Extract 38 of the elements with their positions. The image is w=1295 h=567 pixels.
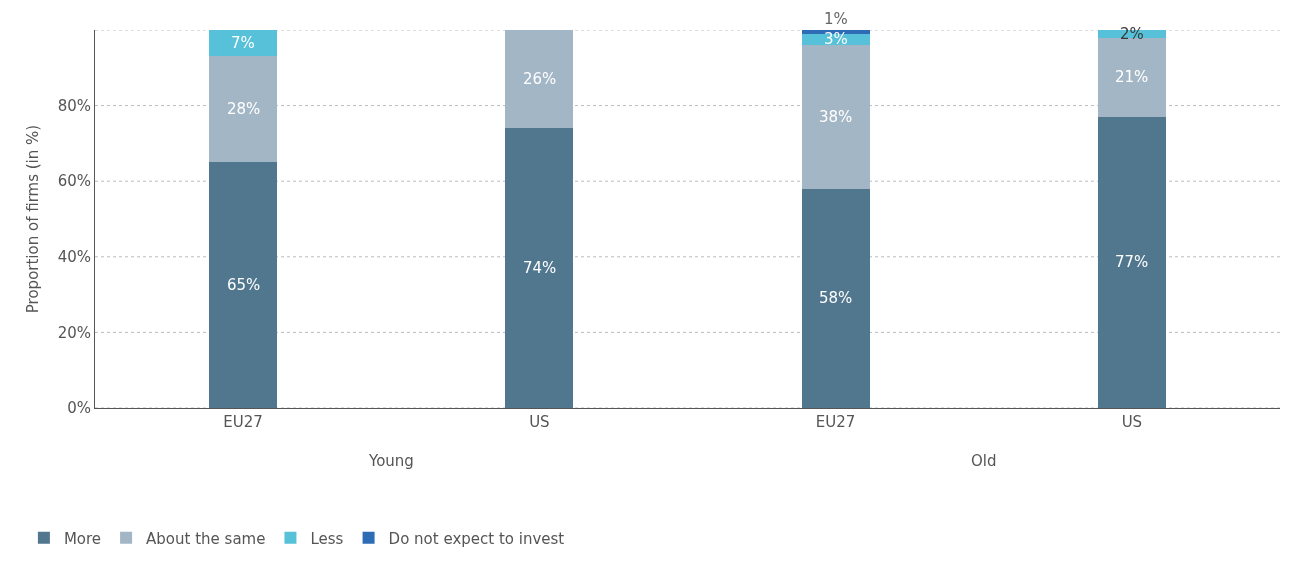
y-axis-title: Proportion of firms (in %) [23,124,42,314]
data-label: 65% [227,276,261,294]
legend-label: About the same [146,529,266,548]
bar [505,30,574,129]
bar [801,45,870,189]
legend-label: Less [310,529,344,548]
data-label: 77% [1115,253,1149,271]
y-tick-label: 20% [57,323,91,342]
data-label: 38% [819,108,853,126]
y-tick-label: 80% [57,96,91,115]
bar [1097,37,1166,117]
data-label: 2% [1120,25,1144,43]
data-label: 28% [227,100,261,118]
bar [209,30,278,57]
text: Young [368,452,414,470]
y-tick-label: 40% [57,248,91,267]
x-tick-label: US [1121,413,1143,431]
data-label: 74% [523,259,557,277]
data-label: 21% [1115,68,1149,86]
legend-label: More [63,529,102,548]
y-tick-label: 0% [67,399,91,418]
legend-label: Do not expect to invest [388,529,565,548]
data-label: 7% [231,34,255,52]
data-label: 26% [523,70,557,88]
text: Old [971,452,997,470]
y-tick-label: 60% [57,172,91,191]
bar [209,162,278,408]
x-tick-label: US [529,413,550,431]
x-tick-label: EU27 [223,413,263,431]
data-label: 1% [824,10,848,28]
bar [1097,116,1166,408]
bar [505,128,574,408]
bar [209,56,278,163]
data-label: 58% [819,289,853,307]
bar [801,188,870,408]
x-tick-label: EU27 [815,413,856,431]
bar [801,30,870,34]
data-label: 3% [824,30,848,48]
